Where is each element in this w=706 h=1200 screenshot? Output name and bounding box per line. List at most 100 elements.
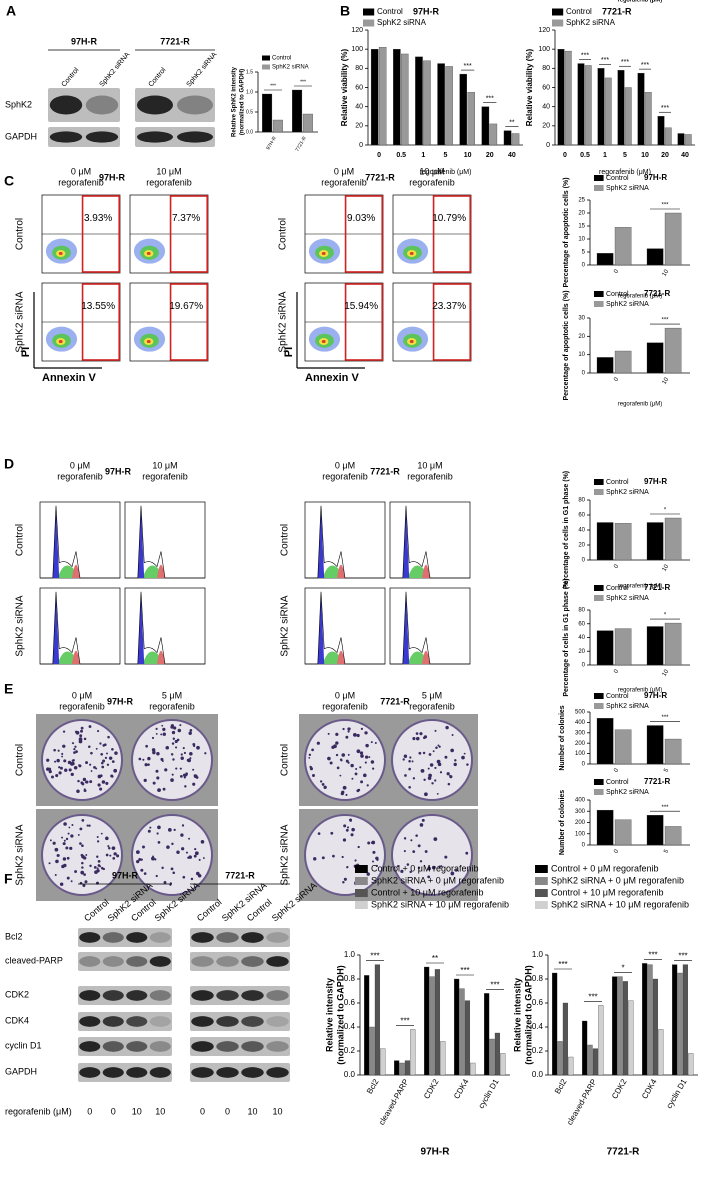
colony — [432, 750, 435, 753]
colony — [97, 783, 101, 787]
legend-label: SphK2 siRNA — [606, 789, 649, 796]
gate — [344, 195, 384, 273]
dose: 10 — [272, 1106, 282, 1116]
legend-label: Control + 10 μM regorafenib — [551, 887, 664, 897]
x-tick-label: 5 — [623, 152, 627, 159]
colony — [81, 861, 84, 865]
bar — [369, 1026, 375, 1076]
colony — [79, 842, 82, 845]
colony — [155, 733, 158, 735]
significance: *** — [581, 52, 589, 59]
colony — [157, 841, 161, 844]
blot-band — [191, 1041, 214, 1052]
bar — [440, 1041, 446, 1076]
colony — [323, 785, 327, 789]
colony — [173, 726, 177, 730]
colony — [449, 775, 453, 779]
y-tick-label: 60 — [578, 513, 585, 519]
blot-band — [102, 932, 124, 943]
bar — [614, 628, 632, 666]
colony — [93, 865, 97, 869]
colony — [440, 865, 443, 868]
x-tick-label: 20 — [661, 152, 669, 159]
cell-line: 7721-R — [365, 172, 395, 182]
histogram-fill — [407, 651, 424, 664]
dish — [41, 719, 123, 801]
colony — [71, 759, 75, 762]
legend-label: SphK2 siRNA — [566, 18, 616, 27]
bar — [646, 248, 664, 266]
colony — [403, 837, 407, 840]
colony — [340, 759, 343, 762]
y-tick-label: 300 — [575, 730, 586, 736]
colony — [180, 756, 184, 760]
percentage: 10.79% — [432, 213, 466, 224]
x-tick-label: 5 — [663, 848, 670, 854]
flow-cloud — [321, 251, 326, 256]
colony — [189, 757, 192, 760]
cell-line: 97H-R — [71, 36, 98, 46]
colony — [46, 758, 50, 762]
lane-label: SphK2 siRNA — [99, 51, 132, 89]
colony — [56, 758, 60, 763]
percentage: 3.93% — [84, 213, 112, 224]
colony — [66, 856, 70, 860]
colony — [172, 737, 176, 740]
flow-cloud — [58, 339, 63, 344]
blot-band — [191, 1016, 214, 1027]
y-axis-label: Relative viability (%) — [525, 48, 534, 126]
colony — [342, 785, 347, 790]
colony — [345, 735, 349, 739]
colony — [58, 766, 61, 769]
colony — [402, 758, 405, 761]
y-tick-label: 1.0 — [246, 89, 253, 95]
colony — [409, 870, 412, 874]
y-tick-label: 0.5 — [246, 109, 253, 115]
blot-band — [266, 1067, 289, 1078]
dish — [391, 719, 473, 801]
colony — [65, 846, 69, 850]
y-tick-label: 100 — [351, 46, 363, 53]
bar — [596, 809, 614, 846]
colony — [427, 875, 431, 879]
bar — [394, 1060, 400, 1076]
colony — [151, 736, 155, 740]
y-tick-label: 80 — [578, 498, 585, 504]
colony — [111, 747, 114, 751]
colony — [194, 851, 199, 856]
x-tick-label: 1 — [603, 152, 607, 159]
colony — [75, 730, 80, 735]
y-tick-label: 300 — [575, 809, 586, 815]
row-label: SphK2 siRNA — [15, 824, 26, 885]
bar — [415, 56, 423, 146]
colony — [156, 776, 160, 780]
colony — [71, 824, 74, 826]
blot — [78, 928, 172, 947]
colony — [436, 759, 441, 764]
colony — [185, 772, 188, 776]
legend-swatch — [262, 55, 270, 61]
colony — [157, 788, 161, 792]
colony — [151, 856, 155, 861]
percentage: 23.37% — [432, 301, 466, 312]
dose: 10 μM — [417, 460, 442, 470]
blot-band — [126, 956, 148, 967]
legend-swatch — [535, 889, 548, 897]
colony — [105, 836, 109, 841]
colony — [89, 763, 92, 766]
x-tick-label: 0 — [613, 767, 620, 773]
colony — [332, 854, 335, 858]
blot — [190, 1063, 290, 1082]
bar — [596, 357, 614, 374]
dish — [304, 814, 386, 896]
y-tick-label: 0.2 — [344, 1046, 356, 1055]
row-label: Control — [15, 218, 26, 250]
colony — [163, 881, 167, 884]
significance: *** — [678, 952, 687, 961]
blot-band — [241, 1041, 264, 1052]
colony — [143, 872, 147, 875]
legend-label: Control — [566, 7, 592, 16]
legend-swatch — [355, 877, 368, 885]
significance: *** — [661, 805, 669, 811]
colony — [97, 730, 100, 733]
